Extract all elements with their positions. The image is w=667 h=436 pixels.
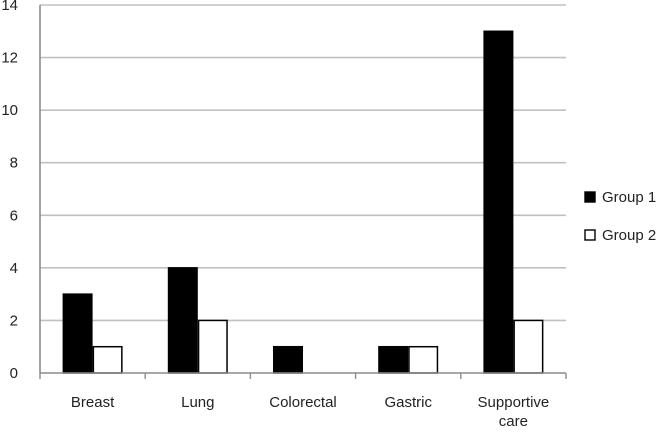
x-tick-label: care (499, 413, 528, 430)
x-tick-label: Breast (71, 394, 115, 411)
y-tick-label: 12 (1, 50, 18, 67)
axes: 0 2 4 6 8 10 12 14 Breast Lung Colorectal Gastric Su… (1, 0, 567, 430)
x-tick-label: Colorectal (269, 394, 337, 411)
y-tick-label: 0 (10, 365, 18, 382)
y-tick-label: 10 (1, 102, 18, 119)
y-tick-label: 14 (1, 0, 18, 14)
y-tick-label: 4 (10, 260, 18, 277)
y-tick-label: 8 (10, 155, 18, 172)
bar-1-supportive-care (483, 30, 514, 374)
bar-1-colorectal (273, 345, 303, 374)
legend-swatch-1 (584, 191, 596, 203)
legend-label: Group 2 (602, 227, 656, 244)
bar-2-supportive-care (513, 319, 544, 374)
x-tick-label: Gastric (384, 394, 432, 411)
bar-1-gastric (378, 345, 409, 374)
x-tick-label: Lung (181, 394, 214, 411)
y-tick-label: 2 (10, 312, 18, 329)
legend-label: Group 1 (602, 189, 656, 206)
y-tick-label: 6 (10, 207, 18, 224)
bar-2-breast (92, 345, 123, 374)
bar-2-gastric (408, 345, 439, 374)
x-tick-label: Supportive (478, 394, 550, 411)
legend-swatch-2 (584, 229, 596, 241)
legend: Group 1 Group 2 (584, 189, 656, 244)
bar-1-lung (167, 267, 198, 374)
bars (62, 30, 544, 374)
bar-1-breast (62, 293, 93, 374)
gridlines (40, 4, 566, 322)
bar-2-lung (197, 319, 228, 374)
